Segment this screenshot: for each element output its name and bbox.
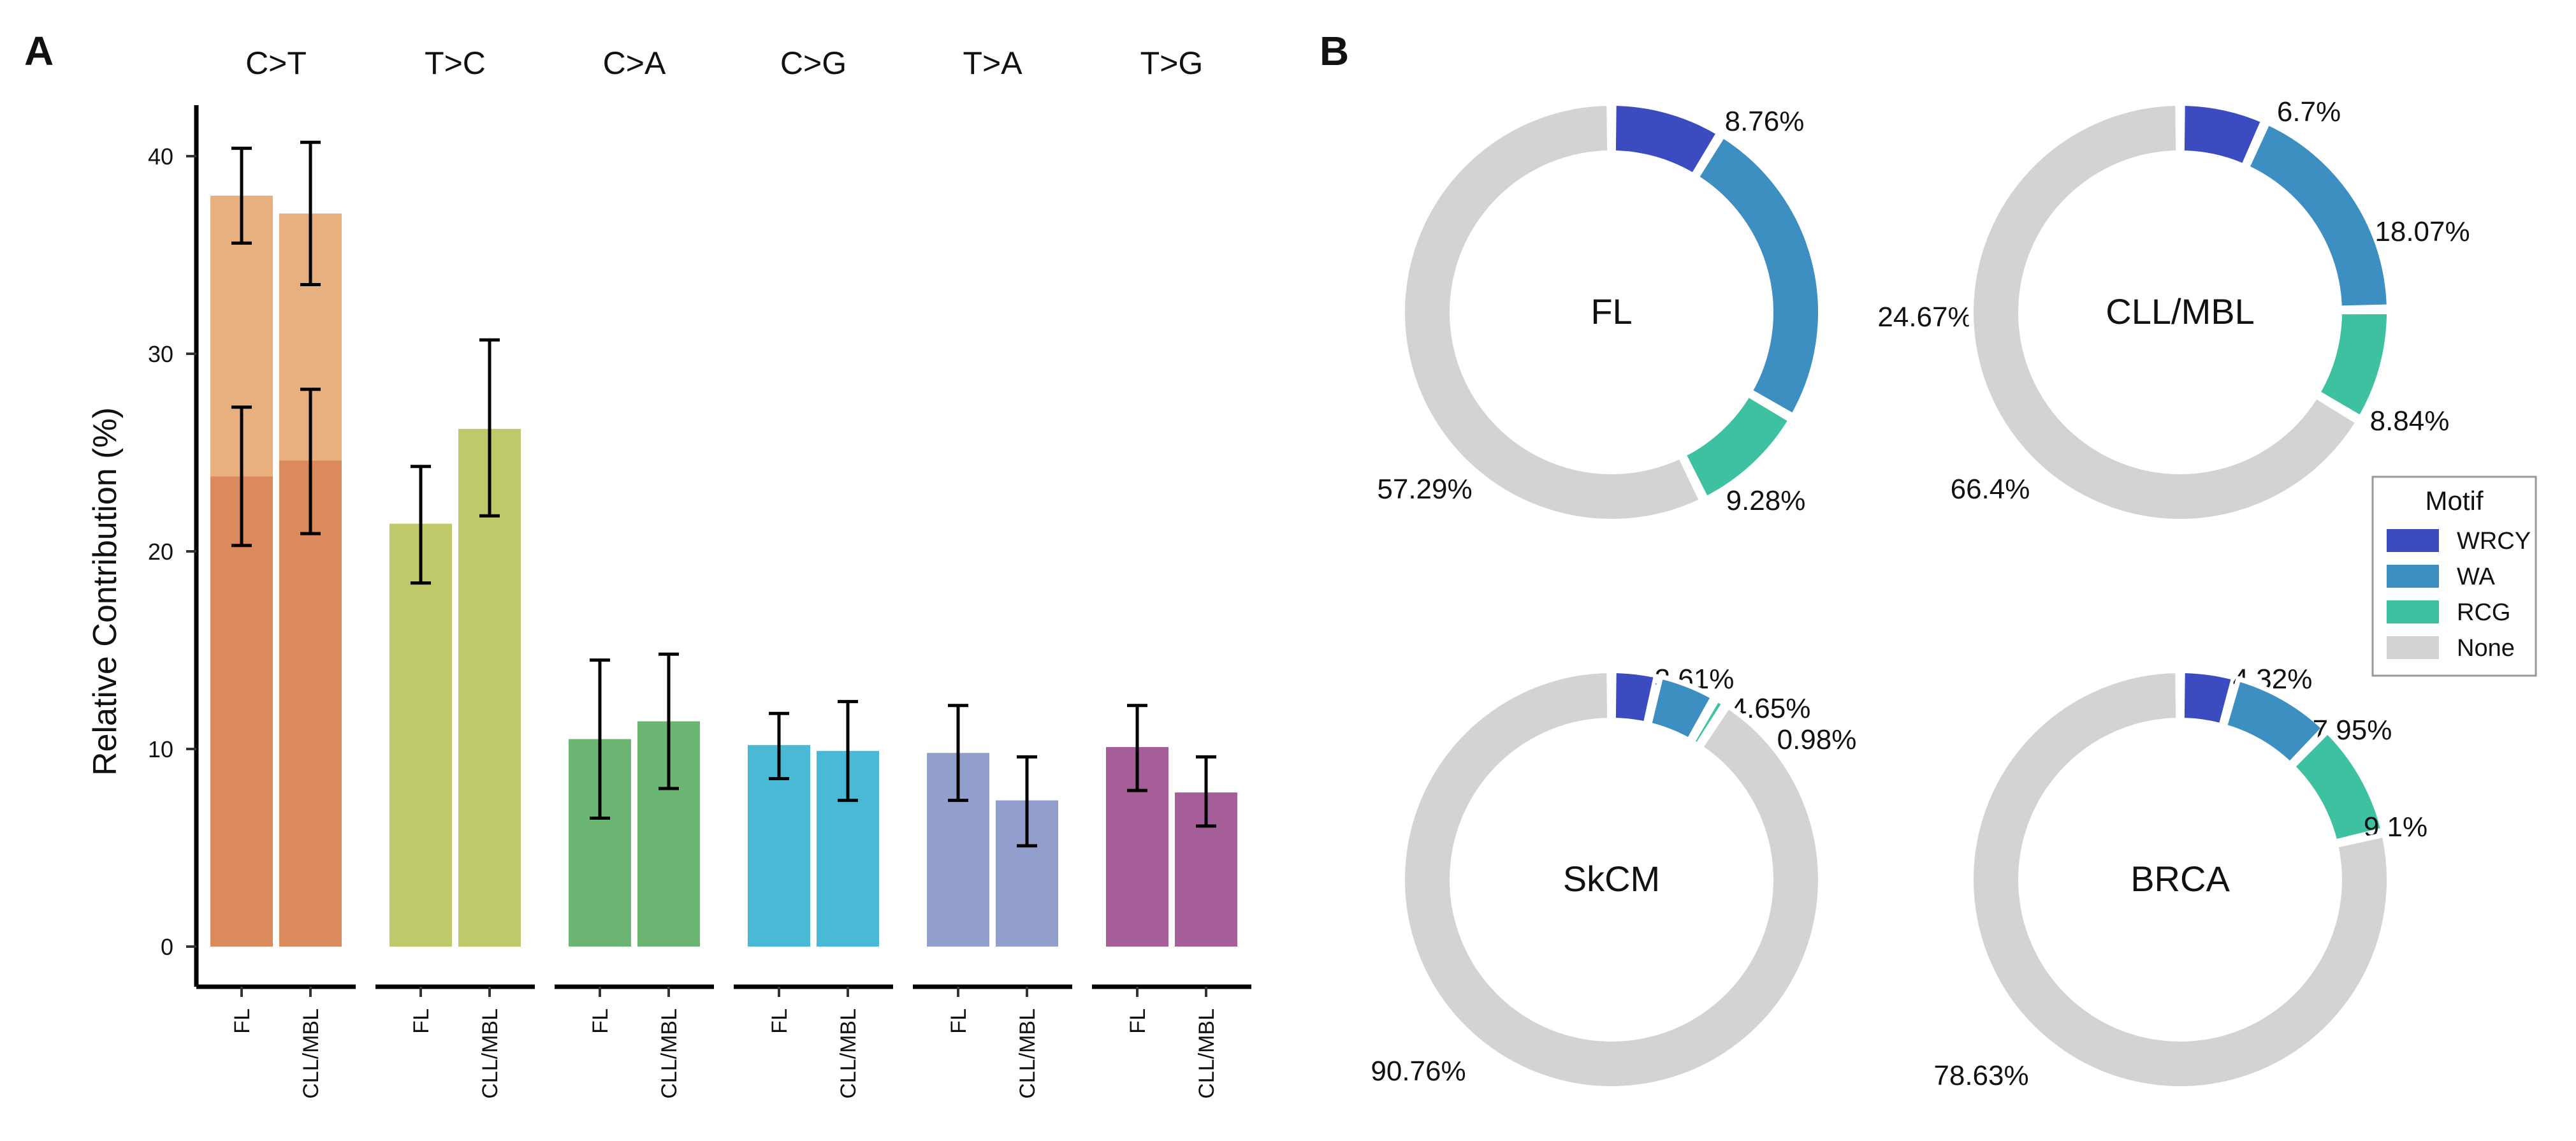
group-label: C>T [245,45,307,81]
donut-fl: 8.76% 24.67% 9.28% 57.29% FL [1377,100,1973,524]
slice-label: 78.63% [1933,1060,2028,1091]
error-bar [479,338,500,518]
x-tick-label: CLL/MBL [1015,1008,1040,1099]
error-bar [838,700,858,803]
error-bar [231,147,252,245]
slice-label: 9.28% [1726,485,1806,516]
error-bar [1196,755,1216,828]
donut-slice-wa [1646,673,1717,744]
x-tick-label: CLL/MBL [657,1008,681,1099]
legend-entry-rcg: RCG [2387,599,2510,626]
slice-label: 90.76% [1371,1056,1466,1087]
donut-slice-rcg [2314,309,2392,422]
motif-legend: Motif WRCY WA RCG None [2371,476,2537,677]
x-tick-label: CLL/MBL [836,1008,861,1099]
legend-swatch [2387,600,2439,623]
donut-title: FL [1590,291,1632,331]
x-tick-label: FL [588,1008,613,1034]
donut-slice-none [1400,667,1823,1091]
bar [210,476,273,947]
donut-slice-wrcy [1610,100,1722,179]
donut-title: CLL/MBL [2106,291,2254,331]
error-bar [300,388,321,535]
group-label: T>G [1140,45,1204,81]
donut-slice-wrcy [1610,667,1659,727]
x-tick-label: FL [409,1008,433,1034]
slice-label: 24.67% [1877,302,1972,333]
group-label: T>C [425,45,486,81]
legend-entry-wrcy: WRCY [2387,528,2531,555]
legend-label: WRCY [2457,528,2531,555]
error-bar [231,405,252,548]
donut-slice-rcg [1688,695,1728,749]
donut-slice-none [1968,100,2362,524]
donut-slice-wrcy [2179,100,2267,170]
legend-swatch [2387,529,2439,552]
error-bar [590,658,610,820]
donut-cll-mbl: 6.7% 18.07% 8.84% 66.4% CLL/MBL [1951,96,2470,524]
error-bar [411,465,431,585]
donut-slice-rcg [2289,727,2387,845]
slice-label: 57.29% [1377,474,1472,505]
x-tick-label: CLL/MBL [1195,1008,1219,1099]
legend-label: WA [2457,563,2495,590]
group-label: C>G [780,45,847,81]
donut-slice-wa [2243,119,2392,311]
x-tick-label: CLL/MBL [299,1008,323,1099]
legend-entry-none: None [2387,635,2515,662]
x-tick-label: FL [768,1008,792,1034]
donut-slice-none [1968,667,2392,1091]
slice-label: 8.76% [1725,106,1805,137]
y-tick-label: 10 [148,736,173,762]
x-tick-label: FL [230,1008,254,1034]
group-label: C>A [603,45,666,81]
legend-swatch [2387,636,2439,659]
donut-title: BRCA [2130,859,2230,899]
donut-slice-wrcy [2179,667,2238,729]
x-tick-label: FL [1126,1008,1150,1034]
slice-label: 8.84% [2370,405,2450,437]
y-tick-label: 40 [148,143,173,170]
error-bar [1017,755,1037,848]
x-tick-label: CLL/MBL [478,1008,502,1099]
error-bar [1127,704,1147,792]
group-label: T>A [963,45,1022,81]
error-bar [659,652,679,790]
donut-slice-none [1399,100,1706,524]
error-bar [300,140,321,286]
slice-label: 66.4% [1951,474,2030,505]
y-tick-label: 30 [148,341,173,367]
y-tick-label: 0 [161,934,173,960]
donut-slice-rcg [1680,391,1794,502]
donut-slice-wa [2221,676,2328,768]
bar [279,460,342,947]
x-tick-label: FL [947,1008,971,1034]
legend-title: Motif [2425,486,2483,516]
error-bar [769,711,789,780]
donut-brca: 4.32%7.95%9.1%78.63%BRCA [1933,664,2427,1091]
legend-label: RCG [2457,599,2510,626]
bar-chart: 0 10 20 30 40 C>T FL CLL/MBL T>C FL CLL/MBL C>A FL CL… [148,45,1251,1099]
panel-label-b: B [1320,28,1349,74]
slice-label: 6.7% [2277,96,2341,127]
legend-swatch [2387,565,2439,588]
donut-skcm: 3.61%4.65%0.98%90.76%SkCM [1371,664,1857,1091]
legend-label: None [2457,635,2515,662]
donut-slice-wa [1692,131,1823,419]
slice-label: 0.98% [1777,724,1857,755]
slice-label: 18.07% [2375,216,2470,247]
error-bar [948,704,968,803]
bar [389,523,452,947]
donut-charts: 8.76%24.67%9.28%57.29%FL6.7%18.07%8.84%6… [1371,96,2470,1091]
y-tick-label: 20 [148,539,173,565]
panel-label-a: A [24,28,54,74]
donut-title: SkCM [1563,859,1660,899]
legend-entry-wa: WA [2387,563,2495,590]
y-axis-label: Relative Contribution (%) [87,407,124,776]
